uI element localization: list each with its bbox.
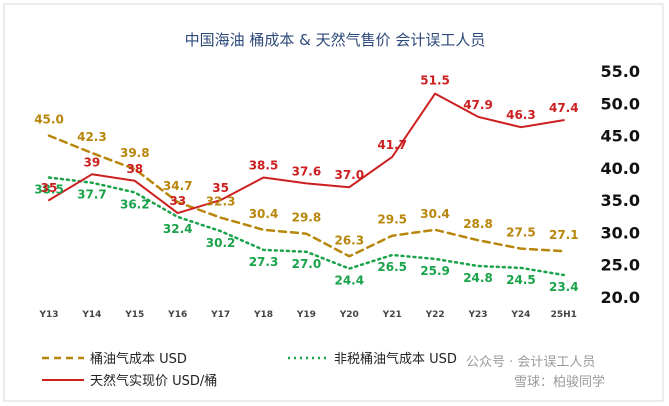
y-tick-label: 55.0: [601, 62, 640, 81]
data-label-s0: 32.3: [206, 195, 236, 209]
data-label-s1: 24.5: [506, 273, 536, 287]
series-line-1: [47, 176, 566, 277]
legend: 桶油气成本 USD 非税桶油气成本 USD 天然气实现价 USD/桶: [42, 351, 457, 389]
series-line-2: [48, 92, 565, 215]
x-tick-label: Y23: [467, 310, 487, 320]
data-label-s1: 36.2: [120, 197, 150, 211]
y-tick-label: 30.0: [601, 223, 640, 242]
data-label-s0: 45.0: [34, 113, 64, 127]
y-tick-label: 45.0: [601, 127, 640, 146]
data-label-s1: 38.5: [34, 183, 64, 197]
data-label-s2: 39: [84, 155, 101, 169]
x-axis-ticks: Y13 Y14 Y15 Y16 Y17 Y18 Y19 Y20 Y21 Y22 Y23 Y24 25H1: [38, 310, 576, 320]
data-label-s2: 38: [126, 162, 143, 176]
data-label-s1: 26.5: [377, 260, 407, 274]
y-tick-label: 20.0: [601, 288, 640, 307]
y-tick-label: 25.0: [601, 256, 640, 275]
y-tick-label: 35.0: [601, 191, 640, 210]
data-label-s0: 30.4: [249, 207, 279, 221]
y-tick-label: 40.0: [601, 159, 640, 178]
data-label-s0: 27.5: [506, 226, 536, 240]
data-label-s1: 30.2: [206, 236, 236, 250]
data-label-s0: 42.3: [77, 130, 107, 144]
data-label-s1: 27.3: [249, 255, 279, 269]
watermark-wechat: 公众号 · 会计误工人员: [466, 355, 595, 370]
data-label-s2: 47.4: [549, 101, 579, 115]
data-label-s2: 38.5: [249, 159, 279, 173]
data-label-s2: 33: [169, 194, 186, 208]
series-lines: [47, 92, 566, 277]
data-label-s2: 35: [41, 181, 58, 195]
x-tick-label: Y18: [253, 310, 273, 320]
data-label-s2: 37.0: [334, 168, 364, 182]
data-label-s0: 34.7: [163, 179, 193, 193]
data-label-s0: 30.4: [420, 207, 450, 221]
data-label-s1: 24.4: [334, 274, 364, 288]
chart-title: 中国海油 桶成本 & 天然气售价 会计误工人员: [185, 31, 486, 49]
x-tick-label: Y22: [425, 310, 445, 320]
data-label-s0: 26.3: [334, 233, 364, 247]
data-label-s2: 35: [212, 181, 229, 195]
legend-label-cost: 桶油气成本 USD: [90, 351, 187, 367]
x-tick-label: Y24: [510, 310, 530, 320]
x-tick-label: Y13: [38, 310, 58, 320]
data-label-s0: 39.8: [120, 146, 150, 160]
data-label-s2: 47.9: [463, 98, 493, 112]
watermark-xueqiu: 雪球：柏骏同学: [514, 374, 605, 390]
chart-frame: [3, 3, 664, 402]
data-label-s2: 41.7: [377, 138, 407, 152]
x-tick-label: Y19: [296, 310, 316, 320]
legend-label-nontax-cost: 非税桶油气成本 USD: [334, 351, 457, 367]
data-label-s1: 37.7: [77, 188, 107, 202]
data-label-s0: 29.8: [292, 211, 322, 225]
data-label-s1: 23.4: [549, 280, 579, 294]
legend-label-gas-price: 天然气实现价 USD/桶: [90, 373, 217, 389]
x-tick-label: Y16: [167, 310, 187, 320]
y-axis-ticks: 55.0 50.0 45.0 40.0 35.0 30.0 25.0 20.0: [601, 62, 640, 307]
data-label-s0: 29.5: [377, 213, 407, 227]
x-tick-label: Y17: [210, 310, 230, 320]
data-label-s2: 51.5: [420, 74, 450, 88]
data-label-s1: 25.9: [420, 264, 450, 278]
x-tick-label: Y14: [81, 310, 101, 320]
x-tick-label: Y20: [339, 310, 359, 320]
watermark: 公众号 · 会计误工人员 雪球：柏骏同学: [466, 355, 605, 390]
data-label-s1: 24.8: [463, 271, 493, 285]
series-line-0: [47, 134, 566, 258]
data-label-s2: 46.3: [506, 108, 536, 122]
x-tick-label: 25H1: [551, 310, 577, 320]
y-tick-label: 50.0: [601, 94, 640, 113]
x-tick-label: Y21: [382, 310, 402, 320]
x-tick-label: Y15: [124, 310, 144, 320]
data-label-s0: 27.1: [549, 228, 579, 242]
data-labels: 45.0 42.3 39.8 34.7 32.3 30.4 29.8 26.3 29.5 30.4…: [34, 74, 578, 294]
data-label-s1: 27.0: [292, 257, 322, 271]
data-label-s2: 37.6: [292, 164, 322, 178]
data-label-s0: 28.8: [463, 217, 493, 231]
data-label-s1: 32.4: [163, 222, 193, 236]
